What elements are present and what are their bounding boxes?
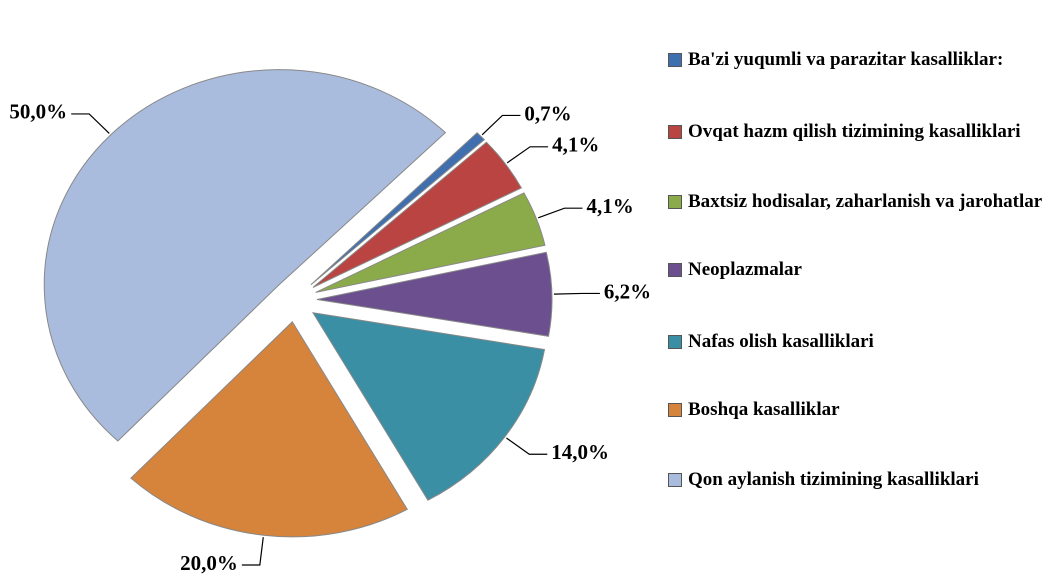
leader-line: [506, 437, 548, 455]
data-label: 50,0%: [9, 100, 67, 124]
legend-item: Ovqat hazm qilish tizimining kasalliklar…: [668, 120, 1058, 144]
pie-slice: [311, 312, 546, 501]
legend-swatch: [668, 195, 682, 209]
pie-slice: [315, 192, 546, 293]
data-label: 20,0%: [180, 551, 238, 575]
leader-line: [537, 207, 583, 219]
legend-label: Neoplazmalar: [688, 259, 802, 280]
pie-slice: [316, 251, 553, 337]
leader-line: [241, 537, 264, 566]
legend-item: Qon aylanish tizimining kasalliklari: [668, 468, 1058, 492]
pie-slice: [130, 321, 408, 538]
legend-item: Nafas olish kasalliklari: [668, 330, 1058, 354]
pie-slice: [310, 132, 486, 286]
legend-label: Boshqa kasalliklar: [688, 399, 840, 420]
legend-item: Ba'zi yuqumli va parazitar kasalliklar:: [668, 48, 1058, 72]
pie-slice: [43, 69, 447, 442]
leader-line: [506, 146, 549, 164]
pie-area: 0,7% 4,1% 4,1% 6,2% 14,0% 20,0% 50,0%: [9, 69, 651, 575]
pie-slice: [312, 141, 523, 288]
data-label: 0,7%: [524, 101, 571, 125]
legend-swatch: [668, 473, 682, 487]
legend-item: Baxtsiz hodisalar, zaharlanish va jaroha…: [668, 190, 1058, 214]
data-label: 6,2%: [604, 279, 651, 303]
legend-item: Neoplazmalar: [668, 258, 1058, 282]
legend-label: Nafas olish kasalliklari: [688, 331, 874, 352]
legend-swatch: [668, 263, 682, 277]
legend-label: Baxtsiz hodisalar, zaharlanish va jaroha…: [688, 191, 1043, 212]
data-label: 4,1%: [586, 194, 633, 218]
leader-line: [71, 113, 110, 134]
legend-swatch: [668, 53, 682, 67]
legend-label: Qon aylanish tizimining kasalliklari: [688, 469, 979, 490]
data-label: 4,1%: [552, 133, 599, 157]
data-label: 14,0%: [551, 440, 609, 464]
legend-label: Ovqat hazm qilish tizimining kasalliklar…: [688, 121, 1021, 142]
legend-swatch: [668, 335, 682, 349]
leader-line: [481, 114, 521, 136]
legend-swatch: [668, 403, 682, 417]
legend-swatch: [668, 125, 682, 139]
legend-item: Boshqa kasalliklar: [668, 398, 1058, 422]
leader-line: [553, 292, 600, 295]
legend-label: Ba'zi yuqumli va parazitar kasalliklar:: [688, 49, 1004, 70]
